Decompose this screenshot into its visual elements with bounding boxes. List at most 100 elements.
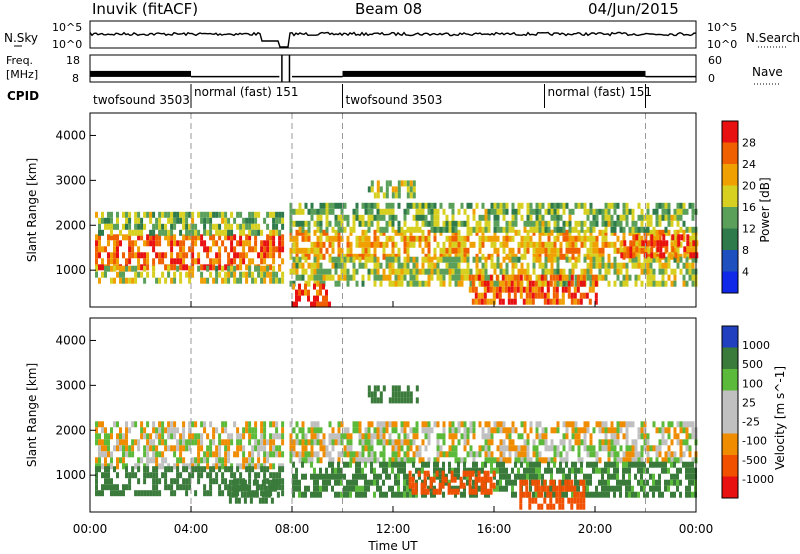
heatmap-cell bbox=[281, 246, 285, 253]
heatmap-cell bbox=[191, 265, 195, 272]
heatmap-cell bbox=[516, 274, 520, 281]
heatmap-cell bbox=[260, 433, 264, 440]
heatmap-cell bbox=[502, 427, 506, 434]
heatmap-cell bbox=[301, 421, 305, 428]
heatmap-cell bbox=[143, 445, 147, 452]
heatmap-cell bbox=[610, 226, 614, 233]
heatmap-cell bbox=[230, 234, 234, 241]
heatmap-cell bbox=[451, 214, 455, 221]
heatmap-cell bbox=[625, 433, 629, 440]
heatmap-cell bbox=[98, 264, 101, 271]
heatmap-cell bbox=[176, 478, 180, 485]
heatmap-cell bbox=[400, 439, 404, 446]
heatmap-cell bbox=[373, 262, 377, 269]
heatmap-cell bbox=[613, 220, 617, 227]
heatmap-cell bbox=[430, 274, 434, 281]
heatmap-cell bbox=[406, 202, 410, 209]
heatmap-cell bbox=[507, 298, 511, 305]
heatmap-cell bbox=[631, 214, 635, 221]
heatmap-cell bbox=[188, 265, 192, 272]
heatmap-cell bbox=[170, 246, 174, 253]
colorbar-swatch bbox=[722, 369, 738, 391]
heatmap-cell bbox=[334, 220, 338, 227]
heatmap-cell bbox=[110, 463, 113, 470]
heatmap-cell bbox=[221, 439, 225, 446]
heatmap-cell bbox=[622, 280, 626, 287]
heatmap-cell bbox=[622, 457, 626, 464]
heatmap-cell bbox=[523, 253, 527, 260]
heatmap-cell bbox=[567, 280, 571, 287]
heatmap-cell bbox=[257, 472, 261, 479]
heatmap-cell bbox=[475, 262, 479, 269]
heatmap-cell bbox=[607, 439, 611, 446]
heatmap-cell bbox=[667, 202, 671, 209]
heatmap-cell bbox=[662, 240, 666, 247]
heatmap-cell bbox=[541, 202, 545, 209]
heatmap-cell bbox=[607, 202, 611, 209]
heatmap-cell bbox=[552, 485, 556, 492]
heatmap-cell bbox=[412, 280, 416, 287]
heatmap-cell bbox=[501, 274, 505, 281]
heatmap-cell bbox=[646, 274, 650, 281]
heatmap-cell bbox=[367, 241, 371, 248]
heatmap-cell bbox=[463, 457, 467, 464]
heatmap-cell bbox=[397, 433, 401, 440]
heatmap-cell bbox=[289, 208, 293, 215]
heatmap-cell bbox=[275, 451, 279, 458]
heatmap-cell bbox=[632, 240, 636, 247]
heatmap-cell bbox=[95, 472, 98, 479]
heatmap-cell bbox=[604, 467, 607, 474]
heatmap-cell bbox=[586, 226, 590, 233]
heatmap-cell bbox=[502, 268, 506, 275]
heatmap-cell bbox=[523, 274, 527, 281]
heatmap-cell bbox=[221, 265, 225, 272]
heatmap-cell bbox=[598, 479, 601, 486]
heatmap-cell bbox=[307, 485, 310, 492]
heatmap-cell bbox=[370, 433, 374, 440]
heatmap-cell bbox=[301, 473, 304, 480]
heatmap-cell bbox=[553, 220, 557, 227]
heatmap-cell bbox=[634, 220, 638, 227]
heatmap-cell bbox=[107, 240, 110, 247]
heatmap-cell bbox=[650, 252, 654, 259]
heatmap-cell bbox=[607, 451, 611, 458]
heatmap-cell bbox=[481, 253, 485, 260]
cpid-segment-label: twofsound 3503 bbox=[346, 93, 443, 107]
heatmap-cell bbox=[556, 427, 560, 434]
heatmap-cell bbox=[218, 252, 222, 259]
heatmap-cell bbox=[248, 466, 252, 473]
heatmap-cell bbox=[352, 457, 356, 464]
heatmap-cell bbox=[230, 472, 234, 479]
heatmap-cell bbox=[424, 268, 428, 275]
heatmap-cell bbox=[625, 445, 629, 452]
heatmap-cell bbox=[278, 229, 282, 236]
heatmap-cell bbox=[316, 451, 320, 458]
heatmap-cell bbox=[358, 467, 361, 474]
heatmap-cell bbox=[134, 463, 138, 470]
heatmap-cell bbox=[481, 235, 485, 242]
heatmap-cell bbox=[403, 485, 406, 492]
heatmap-cell bbox=[245, 457, 249, 464]
heatmap-cell bbox=[628, 226, 632, 233]
heatmap-cell bbox=[376, 214, 380, 221]
heatmap-cell bbox=[292, 479, 295, 486]
heatmap-cell bbox=[526, 214, 530, 221]
heatmap-cell bbox=[224, 217, 228, 224]
heatmap-cell bbox=[562, 421, 566, 428]
heatmap-cell bbox=[427, 280, 431, 287]
heatmap-cell bbox=[167, 240, 171, 247]
y-tick-label: 2000 bbox=[55, 218, 86, 232]
heatmap-cell bbox=[264, 485, 268, 492]
heatmap-cell bbox=[544, 427, 548, 434]
heatmap-cell bbox=[281, 277, 285, 284]
freq-label-line1: Freq. bbox=[6, 54, 33, 67]
heatmap-cell bbox=[295, 467, 298, 474]
heatmap-cell bbox=[319, 467, 322, 474]
heatmap-cell bbox=[173, 258, 177, 265]
heatmap-cell bbox=[433, 268, 437, 275]
heatmap-cell bbox=[589, 461, 592, 468]
heatmap-cell bbox=[292, 283, 295, 290]
heatmap-cell bbox=[382, 192, 386, 199]
heatmap-cell bbox=[670, 421, 674, 428]
heatmap-cell bbox=[376, 208, 380, 215]
